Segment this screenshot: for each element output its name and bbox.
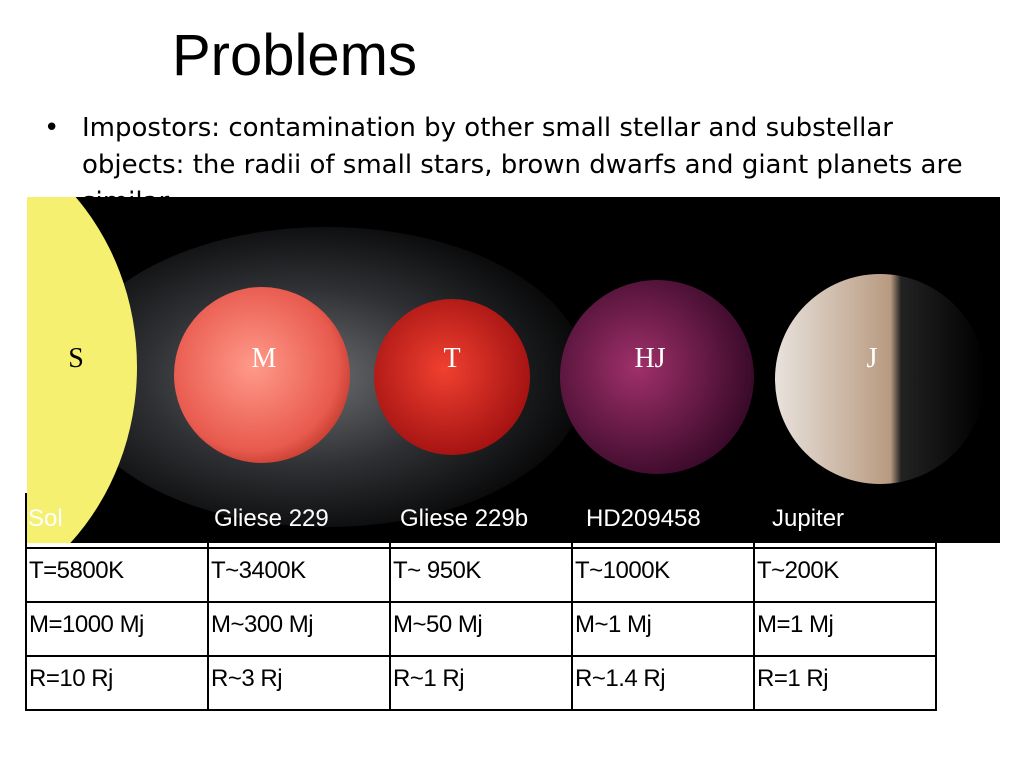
table-header-text: Gliese 229b [400, 505, 528, 532]
table-cell: T~ 950K [389, 547, 573, 603]
image-label: T [443, 343, 460, 374]
table-cell: R~1 Rj [389, 655, 573, 711]
table-header-text: Gliese 229 [214, 505, 329, 532]
bullet-text: Impostors: contamination by other small … [82, 113, 963, 217]
t-dwarf [374, 299, 530, 455]
table-cell: R=10 Rj [25, 655, 209, 711]
table-cell: M=1 Mj [753, 601, 937, 657]
table-cell: M=1000 Mj [25, 601, 209, 657]
planets-image: S M T HJ J Sol Gliese 229 Gliese 229b HD209… [27, 197, 1000, 543]
hot-jupiter [560, 280, 754, 474]
image-label: J [867, 343, 878, 374]
table-cell: T~3400K [207, 547, 391, 603]
image-label: M [252, 343, 277, 374]
table-cell: R~1.4 Rj [571, 655, 755, 711]
m-dwarf [174, 287, 350, 463]
sun [27, 197, 137, 543]
table-cell: T~1000K [571, 547, 755, 603]
image-label: HJ [634, 343, 665, 374]
table-cell: T=5800K [25, 547, 209, 603]
table-cell: M~50 Mj [389, 601, 573, 657]
table-cell: M~1 Mj [571, 601, 755, 657]
table-cell: M~300 Mj [207, 601, 391, 657]
table-row: M=1000 Mj M~300 Mj M~50 Mj M~1 Mj M=1 Mj [25, 601, 937, 657]
table-row: T=5800K T~3400K T~ 950K T~1000K T~200K [25, 547, 937, 603]
table-cell: T~200K [753, 547, 937, 603]
table-cell: R~3 Rj [207, 655, 391, 711]
bullet: • Impostors: contamination by other small… [44, 110, 984, 221]
table-cell: R=1 Rj [753, 655, 937, 711]
table-header-text: HD209458 [586, 505, 701, 532]
slide-title: Problems [172, 23, 417, 88]
image-label: S [68, 343, 84, 374]
table-header-text: Jupiter [772, 505, 844, 532]
table-header-text: Sol [28, 505, 63, 532]
jupiter [775, 274, 985, 484]
table-row: R=10 Rj R~3 Rj R~1 Rj R~1.4 Rj R=1 Rj [25, 655, 937, 711]
bullet-dot: • [44, 113, 60, 143]
